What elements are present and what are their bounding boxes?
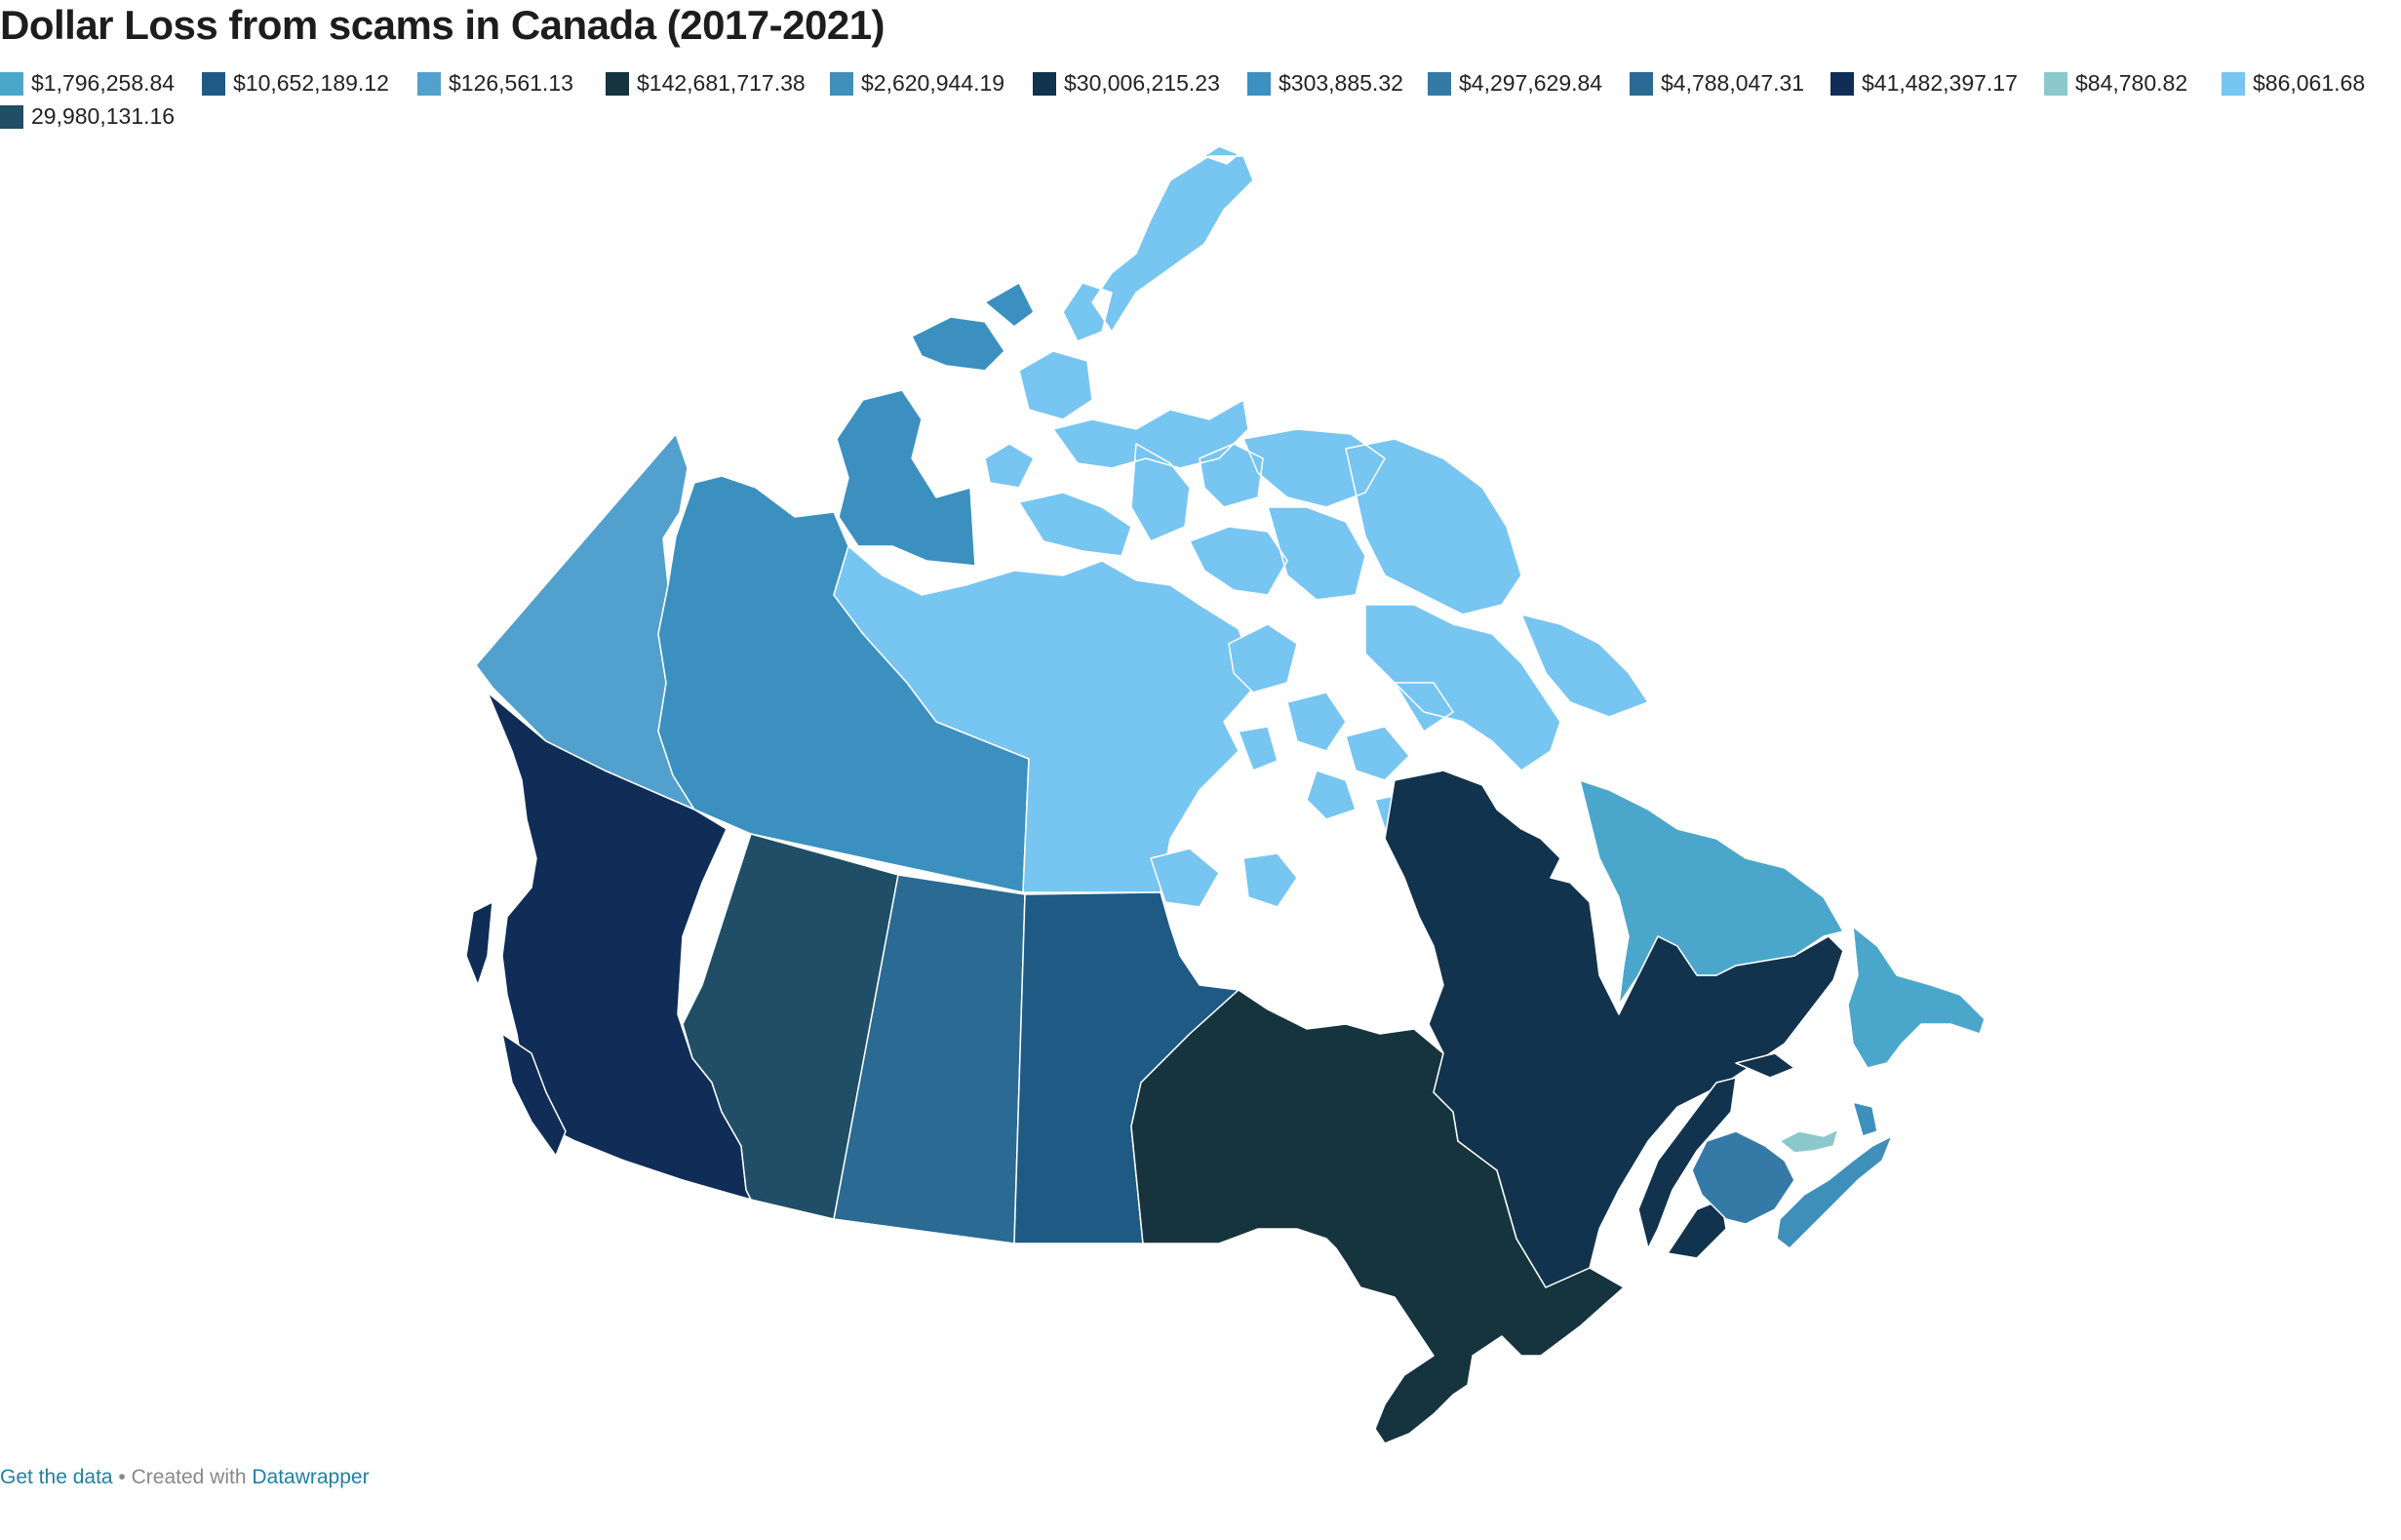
legend-swatch [0, 104, 23, 129]
get-the-data-link[interactable]: Get the data [0, 1466, 113, 1488]
legend-label: $2,620,944.19 [861, 70, 1005, 96]
legend-label: $1,796,258.84 [31, 70, 176, 96]
region-nunavut-islands[interactable] [984, 145, 1649, 908]
legend-swatch [1428, 71, 1451, 96]
region-prince-edward-island[interactable] [1779, 1128, 1839, 1154]
legend-swatch [0, 71, 23, 96]
datawrapper-link[interactable]: Datawrapper [252, 1466, 370, 1488]
legend-item: $41,482,397.17 [1830, 70, 2018, 97]
legend-label: $142,681,717.38 [637, 70, 806, 96]
legend-swatch [1033, 71, 1056, 96]
legend-label: $126,561.13 [449, 70, 573, 96]
legend-swatch [1247, 71, 1271, 96]
legend-item: $84,780.82 [2044, 70, 2187, 97]
legend-label: $10,652,189.12 [233, 70, 389, 96]
footer: Get the data • Created with Datawrapper [0, 1466, 370, 1489]
chart-title: Dollar Loss from scams in Canada (2017-2… [0, 2, 886, 48]
legend-item: 29,980,131.16 [0, 103, 175, 130]
legend-label: $303,885.32 [1279, 70, 1403, 96]
legend-item: $126,561.13 [417, 70, 573, 97]
legend-item: $30,006,215.23 [1033, 70, 1220, 97]
footer-separator: • Created with [112, 1466, 253, 1488]
region-northwest-territories-islands[interactable] [836, 282, 1035, 567]
legend-label: $86,061.68 [2253, 70, 2366, 96]
legend-swatch [606, 71, 629, 96]
region-nova-scotia[interactable] [1776, 1101, 1893, 1249]
legend-label: $41,482,397.17 [1862, 70, 2018, 96]
legend-item: $142,681,717.38 [606, 70, 806, 97]
legend-label: $4,788,047.31 [1661, 70, 1805, 96]
legend-item: $4,788,047.31 [1630, 70, 1804, 97]
region-newfoundland[interactable] [1847, 926, 1986, 1069]
legend-swatch [417, 71, 441, 96]
legend-swatch [202, 71, 225, 96]
legend-swatch [1630, 71, 1653, 96]
legend-item: $10,652,189.12 [202, 70, 389, 97]
legend-item: $2,620,944.19 [830, 70, 1004, 97]
legend-label: $84,780.82 [2075, 70, 2188, 96]
legend-item: $303,885.32 [1247, 70, 1403, 97]
region-british-columbia-islands[interactable] [465, 901, 567, 1157]
legend-swatch [830, 71, 853, 96]
legend-swatch [2222, 71, 2245, 96]
region-labrador[interactable] [1579, 779, 1844, 1006]
legend-swatch [1830, 71, 1854, 96]
region-new-brunswick[interactable] [1691, 1130, 1795, 1225]
legend-item: $86,061.68 [2222, 70, 2365, 97]
legend-item: $1,796,258.84 [0, 70, 175, 97]
region-british-columbia[interactable] [487, 691, 752, 1201]
region-quebec[interactable] [1384, 770, 1844, 1288]
legend-swatch [2044, 71, 2067, 96]
legend-label: $4,297,629.84 [1459, 70, 1603, 96]
legend-item: $4,297,629.84 [1428, 70, 1602, 97]
legend-label: 29,980,131.16 [31, 103, 176, 129]
legend-label: $30,006,215.23 [1064, 70, 1220, 96]
